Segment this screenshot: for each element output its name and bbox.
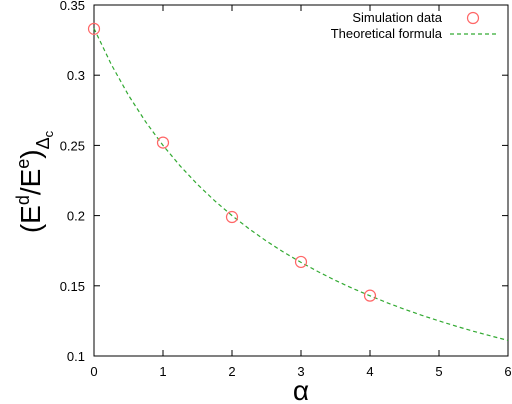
- y-tick-label: 0.15: [60, 279, 85, 294]
- y-tick-label: 0.25: [60, 138, 85, 153]
- x-tick-label: 3: [297, 364, 304, 379]
- y-axis-title: (Ed/Ee)Δc: [13, 130, 56, 233]
- x-tick-label: 1: [159, 364, 166, 379]
- series-lines: [93, 28, 509, 342]
- data-point: [225, 210, 239, 224]
- data-point: [87, 22, 101, 35]
- legend-label: Simulation data: [352, 10, 442, 25]
- data-point: [294, 255, 308, 269]
- plot-frame: [93, 4, 509, 357]
- y-tick-label: 0.2: [67, 209, 85, 224]
- x-tick-label: 4: [366, 364, 373, 379]
- legend-marker-swatch: [466, 11, 480, 25]
- x-axis-title: α: [293, 375, 309, 404]
- x-tick-label: 5: [435, 364, 442, 379]
- axis-ticks: 0 1 2 3 4 5 6 0.1 0.15 0.2 0.25 0.3 0.35: [60, 0, 512, 379]
- theory-line: [93, 28, 509, 342]
- x-tick-label: 0: [90, 364, 97, 379]
- x-tick-label: 2: [228, 364, 235, 379]
- data-point: [363, 289, 377, 302]
- data-point: [156, 136, 170, 149]
- series-points: [87, 22, 377, 302]
- y-tick-label: 0.1: [67, 349, 85, 364]
- y-tick-label: 0.3: [67, 68, 85, 83]
- legend-label: Theoretical formula: [331, 26, 443, 41]
- x-tick-label: 6: [504, 364, 511, 379]
- y-tick-label: 0.35: [60, 0, 85, 13]
